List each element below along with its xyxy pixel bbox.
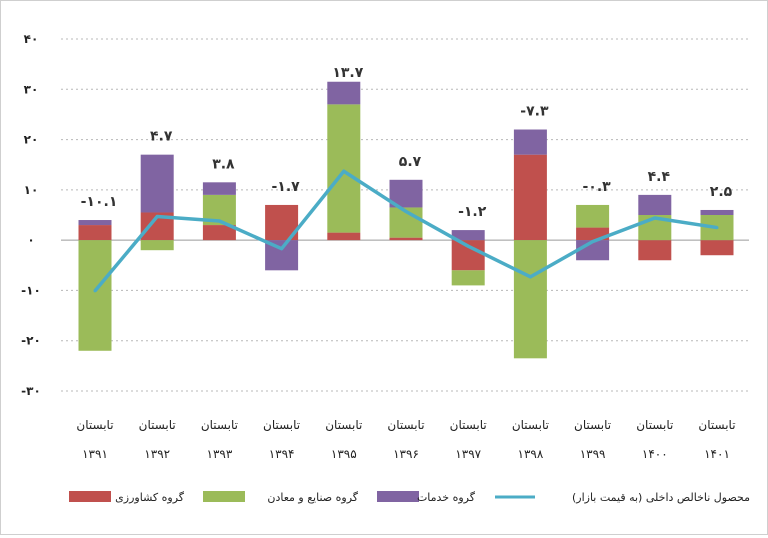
y-tick-label: ۴۰ [24,32,39,46]
x-tick-label: تابستان [512,418,549,432]
y-tick-label: -۳۰ [21,384,41,398]
gdp-point [591,240,595,244]
data-label: ۴.۷ [150,129,173,145]
bar-segment [513,240,547,359]
gdp-point [217,219,221,223]
gdp-point [93,289,97,293]
x-tick-label: ۱۴۰۰ [642,447,668,461]
data-label: -۰.۳ [582,179,611,195]
gdp-point [155,215,159,219]
data-label: ۳.۸ [212,156,235,172]
x-tick-label: ۱۳۹۱ [82,447,108,461]
legend-label: گروه صنایع و معادن [267,491,358,504]
bar-segment [451,230,485,241]
gdp-point [466,244,470,248]
bar-segment [202,225,236,241]
legend-swatch [203,491,245,502]
gdp-point [653,216,657,220]
legend-swatch [377,491,419,502]
bar-segment [513,129,547,155]
x-tick-label: ۱۳۹۶ [393,447,419,461]
gdp-point [342,169,346,173]
x-tick-label: ۱۴۰۱ [704,447,730,461]
x-tick-label: تابستان [263,418,300,432]
data-label: ۱۳.۷ [332,65,363,81]
bar-segment [140,154,174,213]
y-tick-label: -۱۰ [21,283,41,297]
data-label: -۱.۲ [458,204,487,220]
legend-label: گروه خدمات [417,491,476,504]
bar-segment [389,237,423,241]
x-tick-label: تابستان [201,418,238,432]
bar-segment [140,240,174,251]
bar-segment [327,81,361,105]
bar-segment [327,232,361,241]
y-tick-label: ۲۰ [24,133,39,147]
x-tick-label: تابستان [450,418,487,432]
bar-segment [513,154,547,241]
data-label: -۱۰.۱ [81,194,118,210]
x-tick-label: تابستان [325,418,362,432]
gdp-point [528,275,532,279]
bar-segment [78,220,112,226]
legend-label: گروه کشاورزی [115,491,185,504]
y-tick-label: ۳۰ [24,82,39,96]
x-tick-label: تابستان [574,418,611,432]
gdp-point [715,226,719,230]
bar-segment [451,270,485,286]
x-tick-label: تابستان [139,418,176,432]
bar-segment [327,104,361,233]
gdp-point [280,247,284,251]
x-tick-label: ۱۳۹۵ [331,447,357,461]
legend-swatch [69,491,111,502]
data-label: ۵.۷ [399,154,422,170]
x-tick-label: تابستان [698,418,735,432]
y-tick-label: ۱۰ [24,183,39,197]
bar-segment [638,194,672,215]
bar-segment [78,240,112,351]
x-tick-label: ۱۳۹۲ [144,447,170,461]
bar-segment [700,209,734,215]
x-tick-label: ۱۳۹۸ [518,447,544,461]
bar-segment [78,225,112,241]
legend-label: محصول ناخالص داخلی (به قیمت بازار) [572,491,750,504]
x-tick-label: ۱۳۹۹ [580,447,606,461]
data-label: ۴.۴ [648,169,671,185]
x-tick-label: ۱۳۹۷ [455,447,481,461]
y-tick-label: -۲۰ [21,334,41,348]
x-tick-label: تابستان [387,418,424,432]
bar-segment [638,240,672,261]
data-label: -۱.۷ [271,179,300,195]
x-tick-label: ۱۳۹۴ [269,447,295,461]
gdp-point [404,209,408,213]
bar-segment [202,182,236,195]
x-tick-label: ۱۳۹۳ [207,447,233,461]
x-tick-label: تابستان [636,418,673,432]
data-label: -۷.۳ [520,104,549,120]
bar-segment [700,240,734,256]
bar-segment [576,204,610,228]
y-tick-label: ۰ [27,233,34,247]
data-label: ۲.۵ [710,184,733,200]
x-tick-label: تابستان [76,418,113,432]
